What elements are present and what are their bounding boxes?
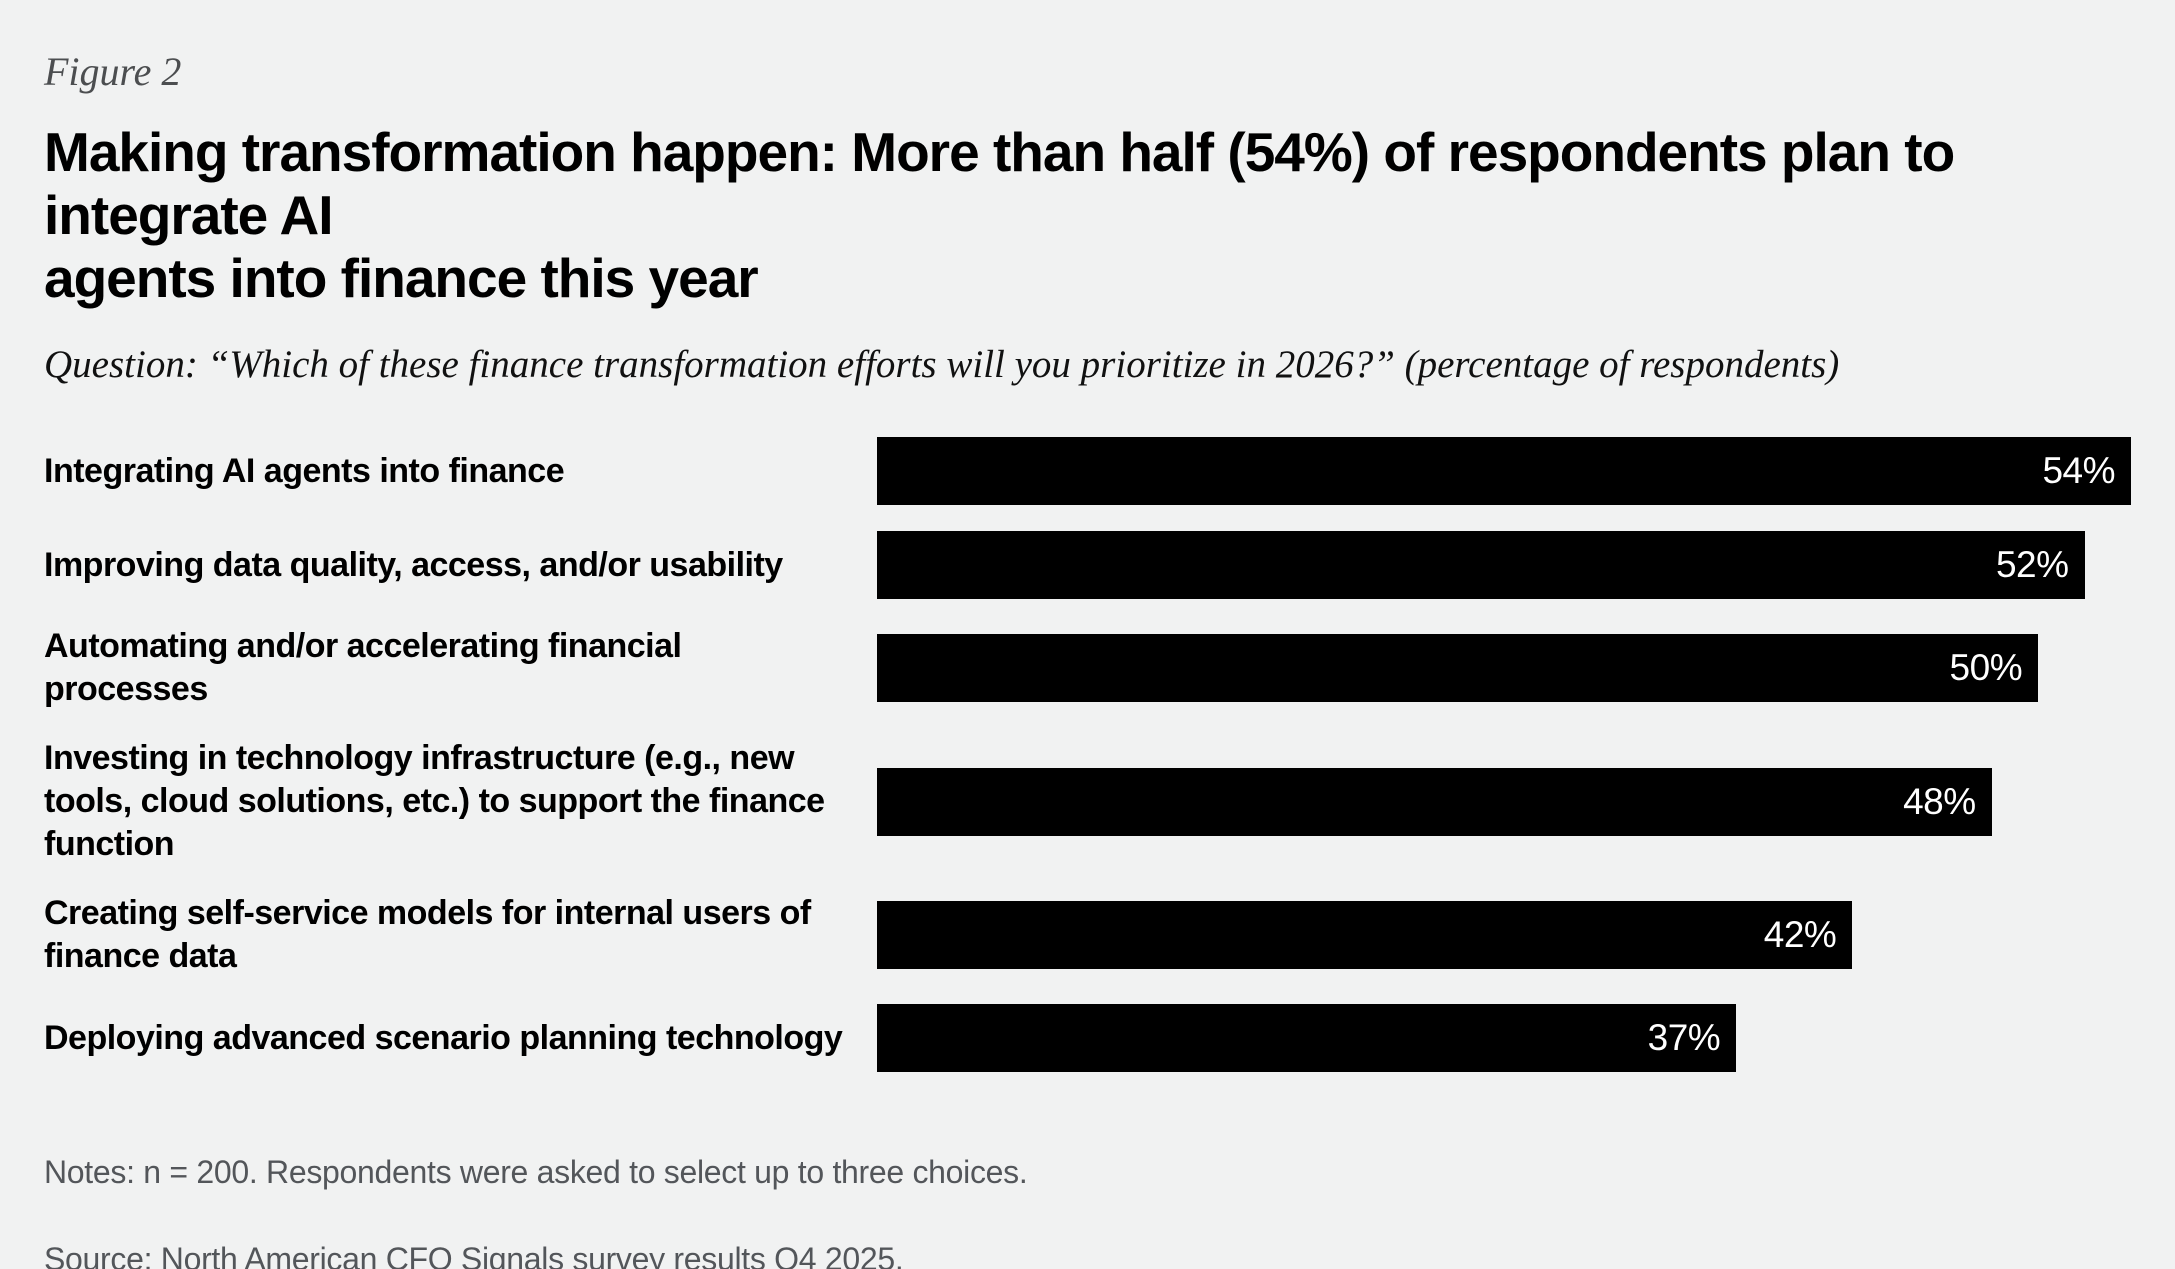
bar-row: Creating self-service models for interna… xyxy=(44,892,2131,978)
page-title-line-1: Making transformation happen: More than … xyxy=(44,121,1955,246)
question-subtitle: Question: “Which of these finance transf… xyxy=(44,343,1840,386)
bar-row: Investing in technology infrastructure (… xyxy=(44,737,2131,866)
notes-text: Notes: n = 200. Respondents were asked t… xyxy=(44,1154,1028,1190)
source-text: Source: North American CFO Signals surve… xyxy=(44,1241,904,1269)
figure-label: Figure 2 xyxy=(44,49,182,94)
bar: 50% xyxy=(877,634,2039,702)
bar: 42% xyxy=(877,901,1853,969)
page-title: Making transformation happen: More than … xyxy=(44,121,2131,310)
bar-row: Improving data quality, access, and/or u… xyxy=(44,531,2131,599)
bar-label: Automating and/or accelerating financial… xyxy=(44,627,682,708)
bar-value: 37% xyxy=(1647,1017,1721,1058)
bar-value: 52% xyxy=(1995,544,2069,585)
bar-label: Creating self-service models for interna… xyxy=(44,894,811,975)
bar-label: Investing in technology infrastructure (… xyxy=(44,739,825,863)
bar-value: 50% xyxy=(1949,647,2023,688)
bar-track: 52% xyxy=(877,531,2131,599)
bar-track: 54% xyxy=(877,437,2131,505)
bar: 48% xyxy=(877,767,1992,836)
bar-track: 50% xyxy=(877,634,2131,702)
bar-value: 48% xyxy=(1903,780,1976,822)
bar-track: 48% xyxy=(877,767,2131,836)
bar: 52% xyxy=(877,531,2085,599)
page-title-line-2: agents into finance this year xyxy=(44,247,759,309)
bar-chart: Integrating AI agents into finance 54% I… xyxy=(44,437,2131,1072)
bar-row: Integrating AI agents into finance 54% xyxy=(44,437,2131,505)
bar: 54% xyxy=(877,437,2131,505)
bar-label: Improving data quality, access, and/or u… xyxy=(44,545,783,584)
bar: 37% xyxy=(877,1004,1737,1072)
bar-row: Automating and/or accelerating financial… xyxy=(44,625,2131,711)
bar-track: 37% xyxy=(877,1004,2131,1072)
bar-value: 42% xyxy=(1763,914,1837,955)
bar-label: Integrating AI agents into finance xyxy=(44,451,565,490)
bar-label: Deploying advanced scenario planning tec… xyxy=(44,1018,843,1057)
bar-row: Deploying advanced scenario planning tec… xyxy=(44,1004,2131,1072)
bar-track: 42% xyxy=(877,901,2131,969)
bar-value: 54% xyxy=(2042,450,2115,491)
